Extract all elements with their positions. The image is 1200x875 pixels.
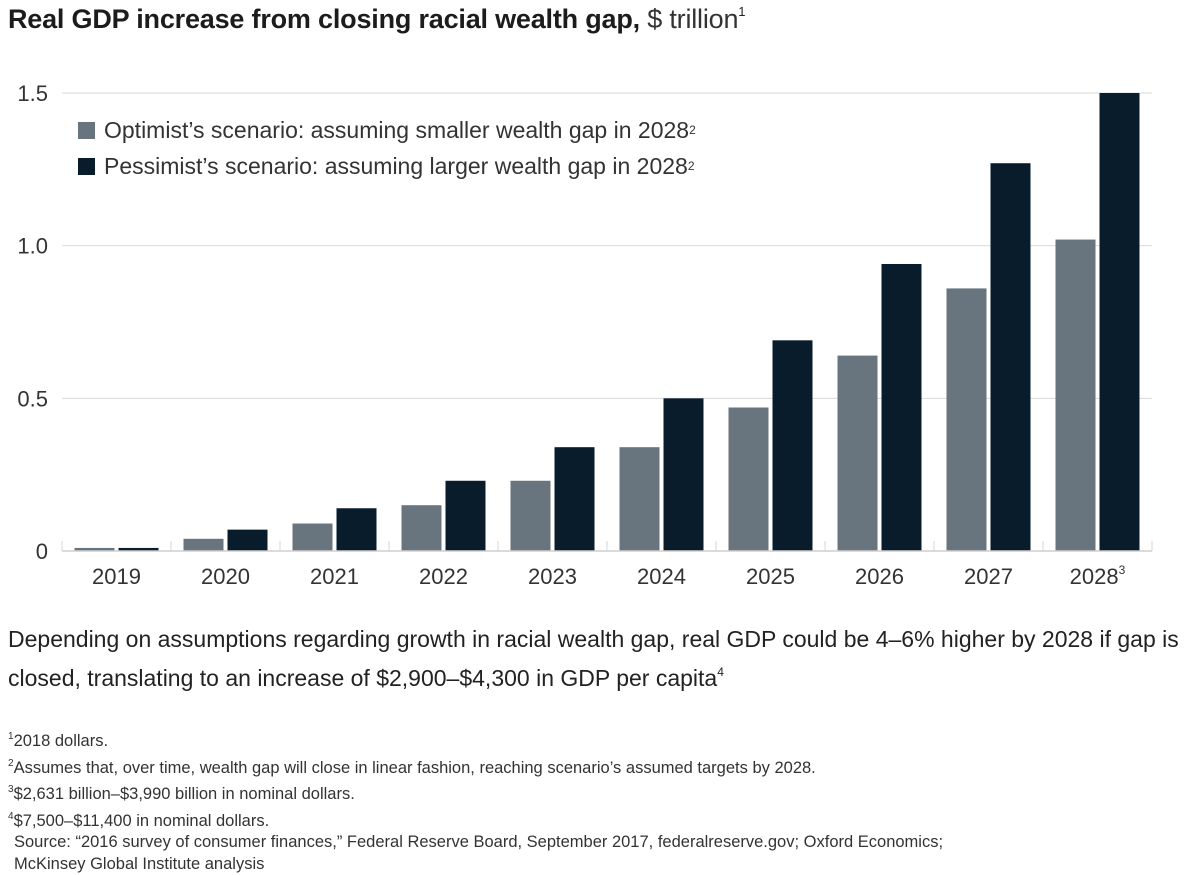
y-tick-label: 0.5 [17, 386, 48, 411]
summary-text: Depending on assumptions regarding growt… [8, 623, 1198, 695]
x-tick-label: 20283 [1070, 563, 1126, 589]
bar-optimist-2022 [402, 505, 442, 551]
x-tick-label: 2021 [310, 564, 359, 589]
bar-optimist-2028 [1056, 240, 1096, 551]
x-tick-label: 2023 [528, 564, 577, 589]
legend-swatch-pessimist [78, 158, 95, 175]
bar-optimist-2024 [620, 447, 660, 551]
chart-title-unit: $ trillion [640, 4, 738, 34]
chart-title-main: Real GDP increase from closing racial we… [8, 4, 640, 34]
footnote-3: 3$2,631 billion–$3,990 billion in nomina… [8, 779, 943, 806]
bar-pessimist-2021 [337, 508, 377, 551]
bar-pessimist-2020 [228, 530, 268, 551]
x-tick-label: 2020 [201, 564, 250, 589]
legend: Optimist’s scenario: assuming smaller we… [78, 112, 696, 184]
source-line-2: McKinsey Global Institute analysis [8, 854, 943, 875]
x-tick-label: 2022 [419, 564, 468, 589]
x-tick-label: 2026 [855, 564, 904, 589]
x-axis [62, 541, 1152, 551]
bar-optimist-2026 [838, 356, 878, 551]
y-axis-ticks: 0 0.5 1.0 1.5 [17, 81, 48, 564]
legend-item-optimist: Optimist’s scenario: assuming smaller we… [78, 112, 696, 148]
y-tick-label: 0 [36, 539, 48, 564]
footnote-4: 4$7,500–$11,400 in nominal dollars. [8, 806, 943, 833]
footnote-text: Assumes that, over time, wealth gap will… [14, 759, 816, 777]
source-line-1: Source: “2016 survey of consumer finance… [8, 832, 943, 854]
chart-title: Real GDP increase from closing racial we… [8, 4, 745, 35]
footnote-2: 2Assumes that, over time, wealth gap wil… [8, 753, 943, 780]
bar-pessimist-2028 [1100, 93, 1140, 551]
x-tick-label: 2024 [637, 564, 686, 589]
bar-optimist-2027 [947, 288, 987, 551]
bar-pessimist-2025 [773, 340, 813, 551]
y-tick-label: 1.5 [17, 81, 48, 106]
y-tick-label: 1.0 [17, 234, 48, 259]
bar-pessimist-2024 [664, 398, 704, 551]
bar-pessimist-2027 [991, 163, 1031, 551]
footnote-ref: 3 [1119, 563, 1126, 577]
bar-pessimist-2026 [882, 264, 922, 551]
bar-optimist-2023 [511, 481, 551, 551]
bar-optimist-2021 [293, 524, 333, 551]
footnote-ref: 4 [717, 665, 724, 679]
bar-optimist-2025 [729, 407, 769, 551]
bar-optimist-2020 [184, 539, 224, 551]
x-tick-label: 2025 [746, 564, 795, 589]
footnotes: 12018 dollars. 2Assumes that, over time,… [8, 726, 943, 875]
x-tick-label: 2019 [92, 564, 141, 589]
legend-swatch-optimist [78, 122, 95, 139]
legend-label-pessimist: Pessimist’s scenario: assuming larger we… [104, 153, 688, 180]
footnote-text: 2018 dollars. [14, 732, 108, 750]
footnote-ref: 1 [738, 4, 745, 19]
footnote-text: $2,631 billion–$3,990 billion in nominal… [14, 785, 355, 803]
bar-pessimist-2022 [446, 481, 486, 551]
x-axis-labels: 2019 2020 2021 2022 2023 2024 2025 2026 2027 2028… [92, 563, 1126, 589]
footnote-ref: 2 [688, 159, 695, 173]
bar-pessimist-2023 [555, 447, 595, 551]
legend-item-pessimist: Pessimist’s scenario: assuming larger we… [78, 148, 696, 184]
footnote-text: $7,500–$11,400 in nominal dollars. [14, 812, 270, 830]
footnote-1: 12018 dollars. [8, 726, 943, 753]
summary-body: Depending on assumptions regarding growt… [8, 626, 1179, 691]
legend-label-optimist: Optimist’s scenario: assuming smaller we… [104, 117, 689, 144]
x-tick-label: 2027 [964, 564, 1013, 589]
footnote-ref: 2 [689, 123, 696, 137]
